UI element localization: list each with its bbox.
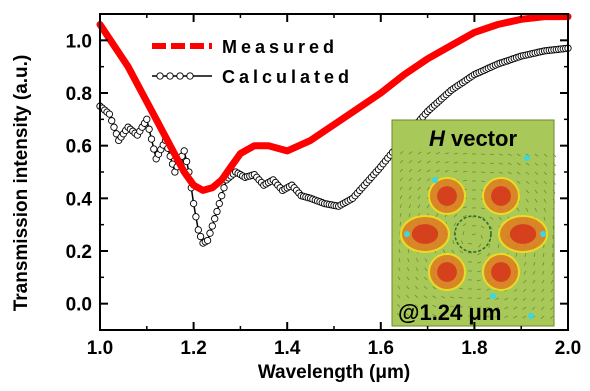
inset-hotspot	[432, 177, 438, 183]
calculated-point	[151, 146, 157, 152]
x-tick-label: 1.6	[368, 338, 394, 359]
inset-hotspot	[404, 231, 410, 237]
inset-field-core	[491, 262, 511, 282]
calculated-point	[181, 148, 187, 154]
calculated-point	[197, 233, 203, 239]
calculated-point	[219, 193, 225, 199]
calculated-point	[146, 126, 152, 132]
inset-wavelength-label: @1.24 μm	[398, 300, 501, 325]
calculated-point	[144, 116, 150, 122]
inset-hotspot	[528, 313, 534, 319]
y-tick-label: 0.8	[66, 84, 92, 105]
inset-title: H vector	[429, 126, 517, 151]
y-axis-title: Transmission intensity (a.u.)	[11, 55, 32, 312]
inset-hotspot	[524, 155, 530, 161]
inset-field-core	[491, 186, 511, 206]
legend-calculated-label: Calculated	[222, 67, 353, 87]
y-tick-label: 0.6	[66, 137, 92, 158]
calculated-point	[195, 227, 201, 233]
h-vector-inset: H vector @1.24 μm	[392, 120, 556, 326]
inset-field-core	[412, 224, 438, 244]
inset-field-arrow	[463, 163, 467, 164]
calculated-point	[221, 185, 227, 191]
y-tick-label: 0.2	[66, 242, 92, 263]
calculated-point	[207, 230, 213, 236]
legend-calculated-marker	[177, 73, 183, 79]
inset-field-core	[437, 186, 457, 206]
inset-title-rest: vector	[445, 126, 518, 151]
calculated-point	[209, 223, 215, 229]
calculated-point	[216, 200, 222, 206]
x-tick-label: 2.0	[555, 338, 581, 359]
y-tick-label: 0.0	[66, 295, 92, 316]
calculated-point	[193, 214, 199, 220]
inset-field-arrow	[477, 298, 481, 299]
inset-field-arrow	[463, 154, 467, 155]
inset-hotspot	[540, 231, 546, 237]
inset-hotspot	[490, 293, 496, 299]
calculated-point	[214, 208, 220, 214]
x-tick-label: 1.2	[180, 338, 206, 359]
legend-measured-label: Measured	[222, 37, 338, 57]
calculated-point	[212, 216, 218, 222]
calculated-point	[106, 111, 112, 117]
calculated-point	[183, 158, 189, 164]
calculated-point	[111, 124, 117, 130]
y-tick-label: 0.4	[66, 189, 93, 210]
legend-calculated-marker	[157, 73, 163, 79]
inset-field-core	[510, 224, 536, 244]
x-tick-label: 1.0	[87, 338, 113, 359]
inset-title-h: H	[429, 126, 446, 151]
x-tick-label: 1.4	[274, 338, 301, 359]
legend-calculated-marker	[167, 73, 173, 79]
calculated-point	[109, 118, 115, 124]
inset-field-arrow	[481, 172, 485, 173]
x-tick-label: 1.8	[461, 338, 487, 359]
calculated-point	[204, 237, 210, 243]
inset-field-core	[437, 262, 457, 282]
y-tick-label: 1.0	[66, 31, 92, 52]
legend: Measured Calculated	[152, 37, 353, 87]
calculated-point	[190, 200, 196, 206]
x-axis-title: Wavelength (μm)	[258, 362, 410, 383]
calculated-point	[148, 136, 154, 142]
legend-calculated-marker	[187, 73, 193, 79]
